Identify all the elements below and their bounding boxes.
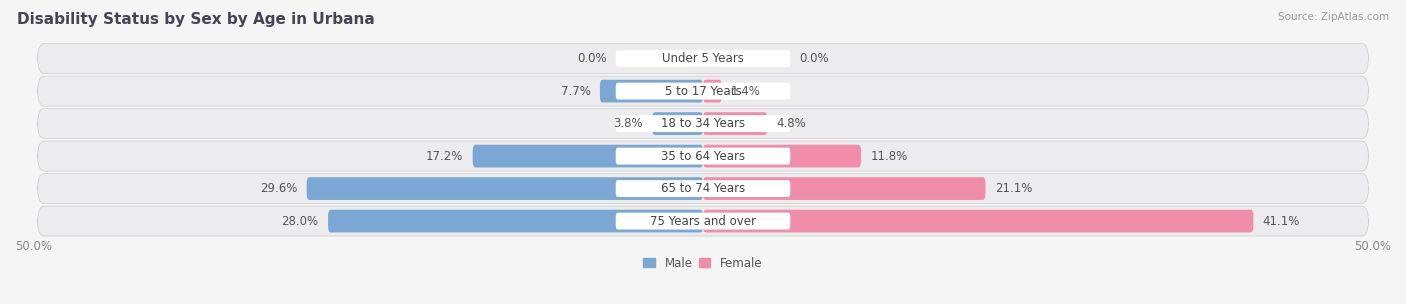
Text: 41.1%: 41.1% [1263, 215, 1301, 228]
Text: 1.4%: 1.4% [731, 85, 761, 98]
FancyBboxPatch shape [616, 180, 790, 197]
FancyBboxPatch shape [307, 177, 703, 200]
FancyBboxPatch shape [38, 44, 1368, 74]
FancyBboxPatch shape [703, 112, 768, 135]
FancyBboxPatch shape [703, 210, 1253, 233]
Text: 7.7%: 7.7% [561, 85, 591, 98]
Text: 11.8%: 11.8% [870, 150, 908, 163]
Text: 5 to 17 Years: 5 to 17 Years [665, 85, 741, 98]
Text: 0.0%: 0.0% [800, 52, 830, 65]
Legend: Male, Female: Male, Female [638, 252, 768, 274]
Text: 0.0%: 0.0% [576, 52, 606, 65]
Text: Disability Status by Sex by Age in Urbana: Disability Status by Sex by Age in Urban… [17, 12, 374, 27]
FancyBboxPatch shape [703, 80, 721, 102]
Text: 3.8%: 3.8% [613, 117, 643, 130]
Text: 17.2%: 17.2% [426, 150, 464, 163]
FancyBboxPatch shape [652, 112, 703, 135]
FancyBboxPatch shape [38, 109, 1368, 139]
FancyBboxPatch shape [616, 115, 790, 132]
FancyBboxPatch shape [38, 141, 1368, 171]
FancyBboxPatch shape [703, 177, 986, 200]
FancyBboxPatch shape [616, 212, 790, 230]
FancyBboxPatch shape [38, 76, 1368, 106]
FancyBboxPatch shape [38, 206, 1368, 236]
Text: 18 to 34 Years: 18 to 34 Years [661, 117, 745, 130]
Text: 75 Years and over: 75 Years and over [650, 215, 756, 228]
FancyBboxPatch shape [38, 174, 1368, 204]
Text: 29.6%: 29.6% [260, 182, 297, 195]
FancyBboxPatch shape [328, 210, 703, 233]
FancyBboxPatch shape [616, 50, 790, 67]
Text: 35 to 64 Years: 35 to 64 Years [661, 150, 745, 163]
FancyBboxPatch shape [472, 145, 703, 168]
FancyBboxPatch shape [600, 80, 703, 102]
Text: 4.8%: 4.8% [776, 117, 807, 130]
Text: 65 to 74 Years: 65 to 74 Years [661, 182, 745, 195]
Text: 21.1%: 21.1% [995, 182, 1032, 195]
Text: Under 5 Years: Under 5 Years [662, 52, 744, 65]
Text: Source: ZipAtlas.com: Source: ZipAtlas.com [1278, 12, 1389, 22]
FancyBboxPatch shape [616, 83, 790, 99]
FancyBboxPatch shape [616, 148, 790, 164]
Text: 28.0%: 28.0% [281, 215, 319, 228]
FancyBboxPatch shape [703, 145, 860, 168]
